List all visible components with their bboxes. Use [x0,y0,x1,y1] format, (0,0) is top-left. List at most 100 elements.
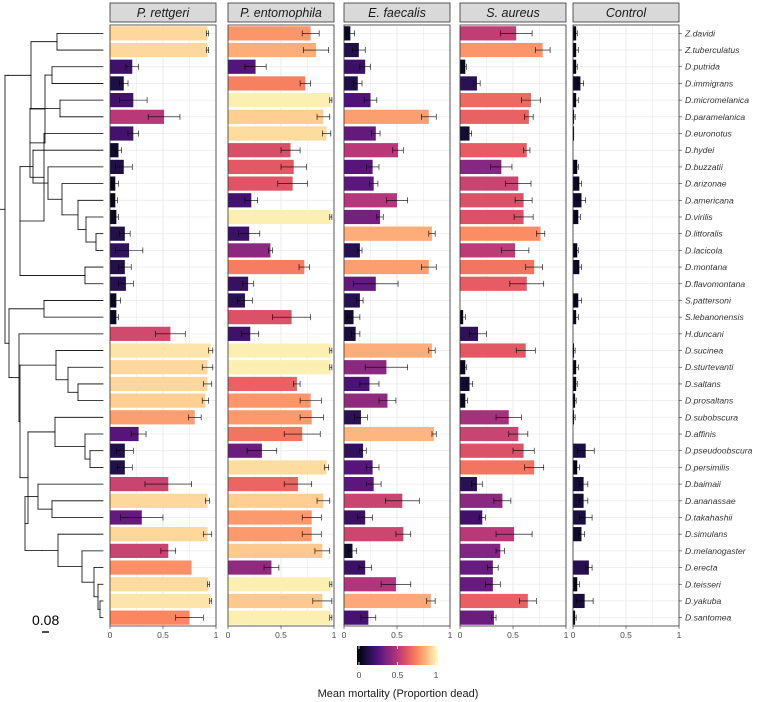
species-label: D.euronotus [685,129,733,139]
bar [110,143,119,158]
species-label: D.saltans [685,379,722,389]
bar [573,176,580,191]
bar [110,577,209,592]
bar [110,193,116,208]
bar [344,410,361,425]
bar [110,426,139,442]
bar [573,159,578,174]
bar [110,276,126,291]
bar [460,376,470,392]
bar [228,310,292,325]
bar [228,159,294,174]
species-label: S.lebanonensis [685,312,744,322]
bar [110,560,192,575]
x-tick-label: 0 [571,630,576,640]
species-label: D.immigrans [685,78,734,88]
species-label: D.buzzatii [685,162,724,172]
x-tick-label: 0.5 [620,630,632,640]
species-label: H.duncani [685,329,725,339]
colorbar [357,646,438,665]
bar [573,376,577,392]
bar [344,126,376,141]
bar [228,293,245,308]
colorbar-tick-label: 1 [434,670,439,680]
bar [110,493,208,508]
bar [228,527,312,542]
species-label: S.pattersoni [685,295,732,305]
species-label: D.putrida [685,62,720,72]
bar [110,42,208,58]
bar [228,360,331,375]
colorbar-legend: 0 0.5 1 Mean mortality (Proportion dead) [318,646,478,700]
bar [228,610,331,625]
bar [460,126,470,141]
bar [460,59,466,74]
bar [228,426,303,442]
species-label: D.persimilis [685,462,730,472]
species-label: D.simulans [685,529,728,539]
bar [110,126,134,141]
bar [344,176,374,191]
bar [228,343,331,358]
species-label: D.santomea [685,613,732,623]
bar [344,93,371,108]
facet-strip [459,2,567,23]
bar [228,410,312,425]
tree-scale-label: 0.08 [32,612,59,628]
bar [110,477,169,492]
bar [228,126,327,141]
species-label: Z.davidi [684,28,716,38]
species-label: D.takahashii [685,512,733,522]
bar [344,76,358,91]
bar [110,393,206,408]
bar [228,493,324,508]
bar [344,577,396,592]
species-label: D.americana [685,195,734,205]
species-label: D.pseudoobscura [685,446,753,456]
bar [344,510,366,525]
facet-strip [572,2,680,23]
bar [228,393,311,408]
bar [460,393,466,408]
colorbar-tick-label: 0.5 [392,670,404,680]
bar [344,326,356,341]
bar [460,42,543,58]
bar [344,527,404,542]
bar [344,393,388,408]
bar [228,510,312,525]
bar [344,593,431,609]
bar [110,209,117,225]
facet-panel: Control 0 0.5 1 [571,2,682,640]
bar [460,493,503,508]
bar [110,59,133,74]
species-label: D.yakuba [685,596,722,606]
bar [110,76,124,91]
bar [344,193,397,208]
species-label: D.teisseri [685,579,722,589]
bar [344,610,369,625]
species-label: Z.tuberculatus [684,45,740,55]
bar [344,243,360,258]
bar [228,243,271,258]
facet-title: P. entomophila [240,6,322,20]
bar [344,259,429,275]
bar [344,443,364,458]
bar [460,26,517,41]
colorbar-ticks: 0 0.5 1 [357,646,439,680]
bar [344,109,429,124]
bar [573,59,577,74]
bar [573,26,577,41]
bar [344,560,366,575]
species-label: D.micromelanica [685,95,749,105]
bar [460,326,479,341]
bar [228,176,293,191]
bar [110,343,211,358]
bar [460,577,493,592]
bar [110,527,208,542]
x-tick-label: 0.5 [507,630,519,640]
species-label: D.virilis [685,212,713,222]
x-tick-label: 1 [332,630,337,640]
bar [460,176,519,191]
